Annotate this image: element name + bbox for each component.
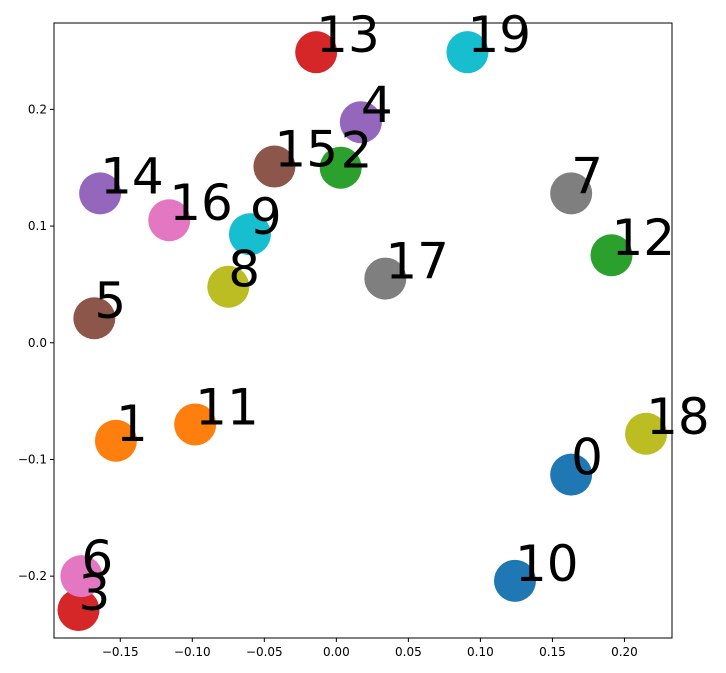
scatter-point-4: [339, 101, 382, 144]
point-label-18: 18: [646, 388, 710, 446]
scatter-point-17: [364, 257, 407, 300]
scatter-point-12: [590, 234, 633, 277]
point-label-17: 17: [385, 233, 449, 291]
x-tick-label: 0.00: [323, 645, 350, 659]
point-label-7: 7: [571, 147, 603, 205]
x-tick-label: 0.05: [395, 645, 422, 659]
x-tick-label: −0.10: [174, 645, 211, 659]
y-tick-label: −0.2: [18, 569, 47, 583]
x-tick-label: −0.15: [102, 645, 139, 659]
scatter-point-2: [319, 146, 362, 189]
point-label-14: 14: [100, 147, 164, 205]
point-label-5: 5: [94, 272, 126, 330]
y-tick-label: 0.2: [28, 102, 47, 116]
points-layer: [57, 31, 668, 631]
scatter-point-7: [550, 172, 593, 215]
x-tick-label: −0.05: [246, 645, 283, 659]
scatter-point-15: [253, 145, 296, 188]
point-label-16: 16: [169, 174, 233, 232]
x-axis: −0.15 −0.10 −0.05 0.00 0.05 0.10 0.15 0.20: [102, 638, 638, 659]
point-label-9: 9: [250, 188, 282, 246]
point-label-4: 4: [361, 76, 393, 134]
scatter-point-19: [446, 31, 489, 74]
scatter-point-9: [228, 213, 271, 256]
scatter-point-1: [94, 419, 137, 462]
point-label-1: 1: [116, 395, 148, 453]
scatter-point-6: [60, 555, 103, 598]
point-label-8: 8: [228, 241, 260, 299]
scatter-point-14: [79, 172, 122, 215]
point-label-11: 11: [195, 378, 259, 436]
x-tick-label: 0.20: [611, 645, 638, 659]
point-label-15: 15: [274, 121, 338, 179]
scatter-point-13: [295, 31, 338, 74]
scatter-point-18: [625, 412, 668, 455]
scatter-point-5: [73, 297, 116, 340]
point-label-2: 2: [341, 122, 373, 180]
y-tick-label: 0.0: [28, 336, 47, 350]
point-label-6: 6: [81, 530, 113, 588]
plot-frame: [53, 22, 673, 639]
point-label-12: 12: [611, 209, 675, 267]
scatter-point-10: [493, 559, 536, 602]
scatter-point-8: [207, 265, 250, 308]
scatter-point-16: [148, 199, 191, 242]
y-tick-label: 0.1: [28, 219, 47, 233]
x-tick-label: 0.15: [539, 645, 566, 659]
scatter-point-0: [550, 453, 593, 496]
point-label-19: 19: [467, 6, 531, 64]
scatter-point-3: [57, 588, 100, 631]
point-label-3: 3: [78, 564, 110, 622]
x-tick-label: 0.10: [467, 645, 494, 659]
point-label-0: 0: [571, 429, 603, 487]
point-label-13: 13: [316, 6, 380, 64]
scatter-point-11: [174, 403, 217, 446]
y-axis: −0.2 −0.1 0.0 0.1 0.2: [18, 102, 54, 583]
y-tick-label: −0.1: [18, 452, 47, 466]
point-label-10: 10: [515, 535, 579, 593]
